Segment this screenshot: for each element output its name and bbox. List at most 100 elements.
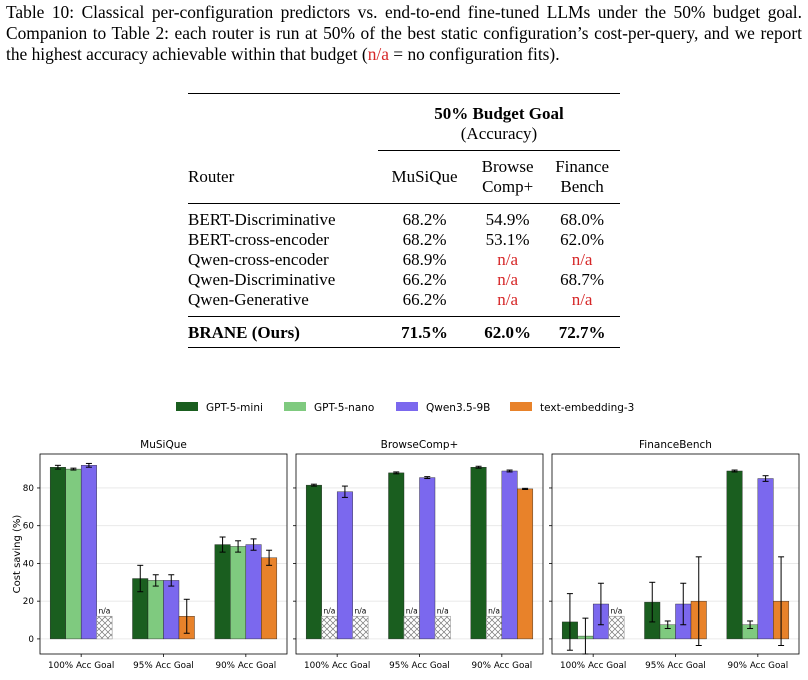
bar	[230, 546, 247, 640]
best-val-1: 71.5%	[401, 323, 448, 342]
na-bar	[434, 615, 451, 640]
table-row-best: BRANE (Ours) 71.5% 62.0% 72.7%	[188, 317, 620, 344]
table-cell: 68.7%	[560, 270, 605, 289]
na-label: n/a	[323, 606, 335, 615]
x-tick-label: 95% Acc Goal	[133, 661, 194, 671]
na-label: n/a	[488, 606, 500, 615]
na-bar	[486, 615, 503, 640]
bar	[49, 467, 66, 640]
bar	[470, 467, 487, 640]
table-cell: n/a	[497, 270, 519, 289]
na-label: n/a	[610, 606, 622, 615]
bar	[163, 580, 180, 640]
legend-swatch-0	[176, 402, 198, 411]
legend-label-1: GPT-5-nano	[314, 402, 374, 414]
table-cell: n/a	[497, 290, 519, 309]
table-group-header: 50% Budget Goal	[188, 104, 620, 124]
x-tick-label: 95% Acc Goal	[389, 661, 450, 671]
table-row: BERT-Discriminative 68.2% 54.9% 68.0%	[188, 204, 620, 231]
bar	[147, 580, 164, 640]
x-tick-label: 90% Acc Goal	[215, 661, 276, 671]
best-name: BRANE (Ours)	[188, 323, 300, 342]
x-tick-label: 95% Acc Goal	[645, 661, 706, 671]
col-header-3b: Bench	[560, 177, 604, 196]
panel-title-2: FinanceBench	[639, 439, 712, 451]
legend-label-2: Qwen3.5-9B	[426, 402, 490, 414]
table-row: Qwen-Generative 66.2% n/a n/a	[188, 290, 620, 310]
router-name: BERT-Discriminative	[188, 210, 336, 229]
col-header-2: Browse	[481, 157, 534, 176]
col-header-1: MuSiQue	[391, 167, 458, 186]
router-name: Qwen-Generative	[188, 290, 309, 309]
bar	[80, 465, 97, 640]
bar	[419, 477, 436, 640]
router-name: BERT-cross-encoder	[188, 230, 329, 249]
table-cell: 54.9%	[485, 210, 530, 229]
bar	[245, 544, 262, 640]
na-bar	[321, 615, 338, 640]
x-tick-label: 90% Acc Goal	[727, 661, 788, 671]
table-cell: n/a	[497, 250, 519, 269]
table-caption: Table 10: Classical per-configuration pr…	[6, 2, 802, 65]
na-bar	[608, 615, 625, 640]
bar	[726, 470, 743, 640]
y-tick-label: 40	[23, 559, 35, 569]
table-column-header: Router MuSiQue Browse Finance	[188, 151, 620, 186]
router-name: Qwen-cross-encoder	[188, 250, 329, 269]
panel-title-1: BrowseComp+	[381, 439, 459, 451]
na-bar	[352, 615, 369, 640]
y-axis-label: Cost saving (%)	[12, 515, 23, 594]
caption-trail: = no configuration fits).	[388, 44, 560, 64]
caption-na: n/a	[367, 44, 389, 64]
na-bar	[403, 615, 420, 640]
bar	[517, 488, 534, 640]
router-name: Qwen-Discriminative	[188, 270, 336, 289]
table-cell: 62.0%	[560, 230, 605, 249]
table-cell: n/a	[571, 250, 593, 269]
legend-label-3: text-embedding-3	[540, 402, 634, 414]
y-tick-label: 0	[28, 635, 34, 645]
x-tick-label: 90% Acc Goal	[471, 661, 532, 671]
bar	[388, 472, 405, 640]
table-cell: n/a	[571, 290, 593, 309]
y-tick-label: 80	[23, 484, 35, 494]
router-header: Router	[188, 166, 235, 186]
table-cell: 68.9%	[402, 250, 447, 269]
table-body: BERT-Discriminative 68.2% 54.9% 68.0% BERT-c…	[188, 204, 620, 311]
bar	[214, 544, 231, 640]
x-tick-label: 100% Acc Goal	[560, 661, 626, 671]
y-tick-label: 20	[23, 597, 35, 607]
na-label: n/a	[437, 606, 449, 615]
legend-label-0: GPT-5-mini	[206, 402, 263, 414]
bar	[261, 557, 278, 640]
best-val-2: 62.0%	[484, 323, 532, 342]
group-subheader: (Accuracy)	[460, 124, 538, 143]
col-header-3: Finance	[555, 157, 610, 176]
na-label: n/a	[354, 606, 366, 615]
panel-frame-1	[295, 453, 544, 655]
table-cell: 68.0%	[560, 210, 605, 229]
na-label: n/a	[406, 606, 418, 615]
legend-swatch-3	[510, 402, 532, 411]
bar	[305, 484, 322, 640]
bar	[336, 491, 353, 640]
table-cell: 66.2%	[402, 270, 447, 289]
cost-saving-chart: GPT-5-mini GPT-5-nano Qwen3.5-9B text-embed…	[12, 402, 800, 671]
bar	[65, 468, 82, 640]
panel-title-0: MuSiQue	[140, 439, 187, 451]
panel-frame-0	[39, 453, 288, 655]
bar	[757, 478, 774, 640]
table-group-header-row	[188, 93, 620, 105]
na-bar	[96, 615, 113, 640]
cost-saving-figure: GPT-5-mini GPT-5-nano Qwen3.5-9B text-embed…	[0, 392, 808, 675]
table-row: Qwen-Discriminative 66.2% n/a 68.7%	[188, 270, 620, 290]
panel-frame-2	[551, 453, 800, 655]
table-cell: 66.2%	[402, 290, 447, 309]
x-tick-label: 100% Acc Goal	[304, 661, 370, 671]
table-row: Qwen-cross-encoder 68.9% n/a n/a	[188, 250, 620, 270]
group-header: 50% Budget Goal	[434, 104, 564, 123]
results-table: 50% Budget Goal (Accuracy) Router MuSiQu…	[188, 93, 620, 348]
legend-swatch-2	[396, 402, 418, 411]
caption-lead: Table 10: Classical per-configuration pr…	[6, 2, 802, 64]
table-cell: 68.2%	[402, 210, 447, 229]
